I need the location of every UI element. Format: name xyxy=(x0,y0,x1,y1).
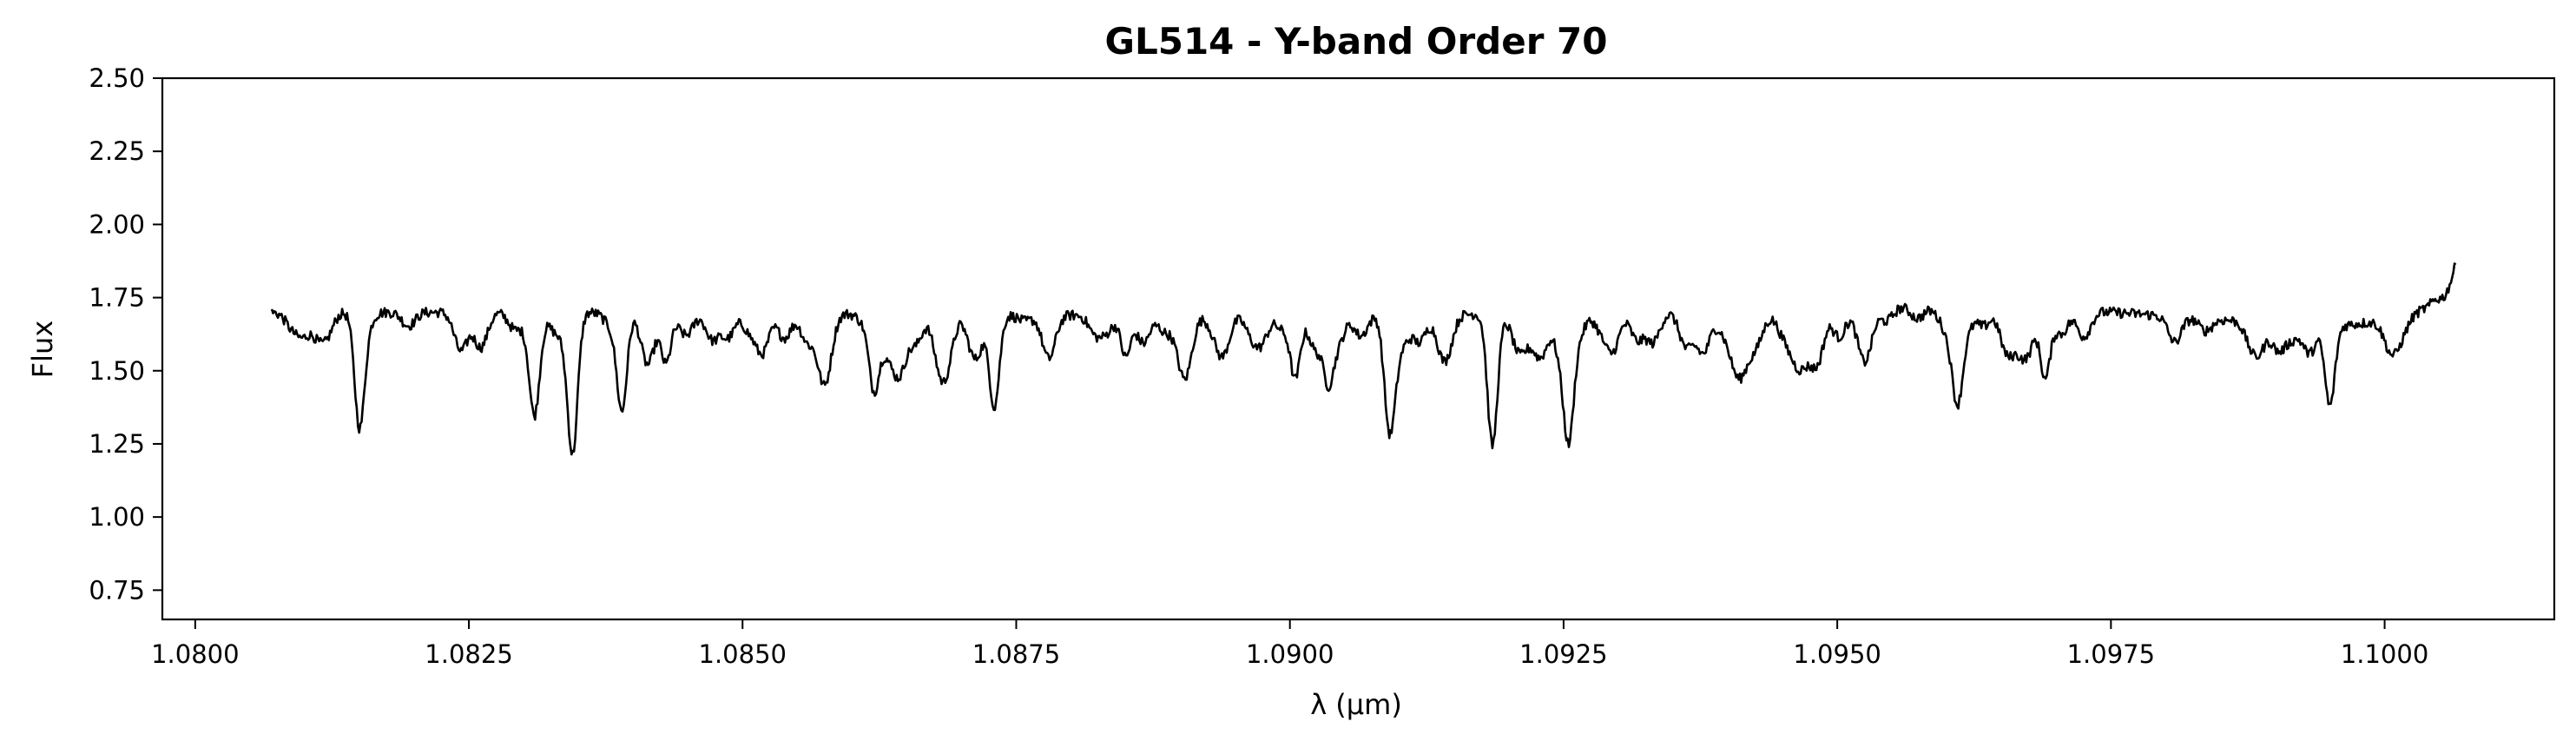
y-axis: 0.75 1.00 1.25 1.50 1.75 2.00 2.25 2.50 xyxy=(89,63,162,605)
y-tick-label: 2.25 xyxy=(89,136,145,166)
y-tick-label: 1.00 xyxy=(89,502,145,532)
y-tick-label: 1.75 xyxy=(89,283,145,313)
chart-title: GL514 - Y-band Order 70 xyxy=(1105,20,1608,63)
x-tick-label: 1.0850 xyxy=(699,639,787,669)
x-tick-label: 1.0900 xyxy=(1246,639,1334,669)
x-tick-label: 1.0975 xyxy=(2067,639,2155,669)
y-tick-label: 2.00 xyxy=(89,209,145,239)
y-tick-label: 2.50 xyxy=(89,63,145,93)
x-tick-label: 1.0950 xyxy=(1793,639,1881,669)
x-tick-label: 1.0925 xyxy=(1519,639,1607,669)
x-tick-label: 1.1000 xyxy=(2341,639,2428,669)
x-tick-label: 1.0825 xyxy=(425,639,512,669)
x-tick-label: 1.0800 xyxy=(151,639,239,669)
plot-frame xyxy=(161,76,2556,621)
y-tick-label: 1.25 xyxy=(89,429,145,459)
x-axis-label: λ (μm) xyxy=(1310,688,1402,721)
x-tick-label: 1.0875 xyxy=(972,639,1060,669)
spectrum-line xyxy=(270,262,2457,456)
y-tick-label: 0.75 xyxy=(89,575,145,605)
plot-area: 0.751.001.251.501.752.002.252.50 1.0800 1… xyxy=(89,63,2556,669)
y-tick-label: 1.50 xyxy=(89,356,145,386)
y-axis-label: Flux xyxy=(26,321,59,379)
x-axis: 1.0800 1.0825 1.0850 1.0875 1.0900 1.0925 1.09… xyxy=(151,619,2428,669)
